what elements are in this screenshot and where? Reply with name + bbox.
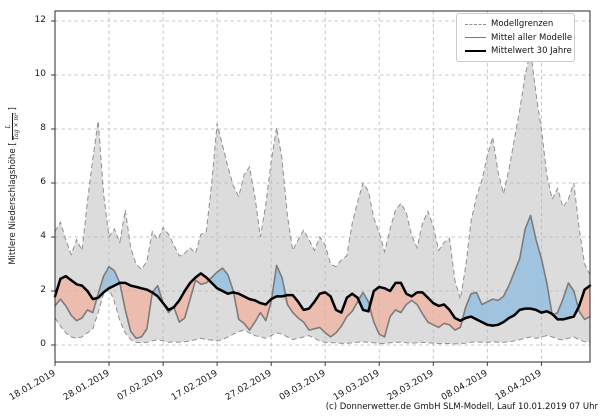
y-tick-label: 10 xyxy=(34,69,46,79)
legend-entry-30y-mean: Mittelwert 30 Jahre xyxy=(465,46,572,56)
below-normal-fill xyxy=(55,273,590,339)
model-max-line xyxy=(54,50,591,300)
y-axis-label-text: Mittlere Niederschlagshöhe [ xyxy=(8,142,18,265)
axes-spines xyxy=(54,10,591,363)
legend-entry-model-bounds: Modellgrenzen xyxy=(465,19,568,29)
copyright-footer: (c) Donnerwetter.de GmbH SLM-Modell, Lau… xyxy=(325,402,598,412)
mean-30y-line xyxy=(53,272,592,327)
y-axis-unit-fraction: L Tag × m² xyxy=(5,112,20,141)
y-tick-label: 12 xyxy=(34,15,46,25)
legend-entry-model-mean: Mittel aller Modelle xyxy=(465,33,572,43)
y-axis-unit-denominator: Tag × m² xyxy=(12,112,20,141)
dashed-line-sample-icon xyxy=(465,23,486,25)
y-tick-label: 2 xyxy=(40,285,46,295)
model-min-line xyxy=(54,287,591,345)
y-tick-label: 8 xyxy=(40,123,46,133)
legend-label: Mittel aller Modelle xyxy=(491,32,573,43)
legend-label: Mittelwert 30 Jahre xyxy=(491,46,572,56)
model-mean-line xyxy=(54,214,591,340)
y-axis-label-bracket: ] xyxy=(8,107,18,111)
black-line-sample-icon xyxy=(465,50,486,52)
y-axis-label: Mittlere Niederschlagshöhe [ L Tag × m² … xyxy=(5,56,21,316)
model-range-band xyxy=(55,50,590,344)
gray-line-sample-icon xyxy=(465,37,486,38)
legend-label: Modellgrenzen xyxy=(491,19,554,29)
y-tick-label: 0 xyxy=(40,339,46,349)
legend: Modellgrenzen Mittel aller Modelle Mitte… xyxy=(456,13,575,62)
y-tick-label: 6 xyxy=(40,177,46,187)
y-tick-label: 4 xyxy=(40,231,46,241)
